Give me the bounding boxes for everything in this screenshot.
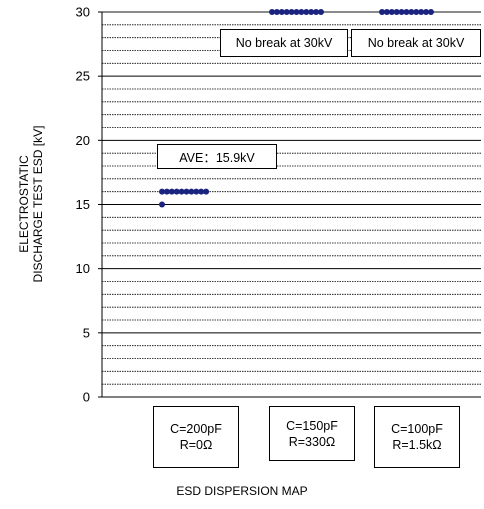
data-point xyxy=(168,188,175,195)
data-point xyxy=(428,9,434,15)
y-tick-label: 10 xyxy=(76,261,90,276)
data-point xyxy=(313,9,320,15)
data-point xyxy=(383,9,390,15)
data-point xyxy=(173,188,180,195)
y-tick-label: 15 xyxy=(76,197,90,212)
y-axis-label-line1: ELECTROSTATIC xyxy=(17,155,31,253)
y-axis-label-line2: DISCHARGE TEST ESD [kV] xyxy=(31,126,45,283)
data-point xyxy=(298,9,305,15)
data-point xyxy=(183,188,190,195)
data-point xyxy=(163,188,170,195)
data-point xyxy=(198,188,205,195)
data-point xyxy=(188,188,195,195)
data-point xyxy=(379,9,385,15)
data-point xyxy=(159,201,165,208)
data-point xyxy=(273,9,280,15)
data-point xyxy=(193,188,200,195)
data-point xyxy=(403,9,410,15)
data-point xyxy=(203,188,210,195)
category-box-150pf: C=150pF R=330Ω xyxy=(269,406,355,461)
data-point xyxy=(303,9,310,15)
data-point xyxy=(278,9,285,15)
y-tick-label: 5 xyxy=(83,325,90,340)
category-box-200pf: C=200pF R=0Ω xyxy=(153,406,239,468)
category-label-200pf-resistance: R=0Ω xyxy=(179,438,213,452)
category-label-100pf-capacitance: C=100pF xyxy=(391,422,443,436)
data-point xyxy=(308,9,315,15)
data-point xyxy=(293,9,300,15)
annotation-ave: AVE：15.9kV xyxy=(157,144,277,169)
category-box-100pf: C=100pF R=1.5kΩ xyxy=(374,406,460,468)
data-point xyxy=(318,9,324,15)
y-tick-label: 0 xyxy=(83,390,90,405)
data-point xyxy=(283,9,290,15)
data-point xyxy=(388,9,395,15)
y-axis xyxy=(98,11,481,398)
category-label-150pf-capacitance: C=150pF xyxy=(286,418,338,433)
data-point xyxy=(393,9,400,15)
category-label-150pf-resistance: R=330Ω xyxy=(288,434,336,449)
grid-lines xyxy=(102,11,481,385)
annotation-no-break-100pf: No break at 30kV xyxy=(351,29,481,57)
category-label-100pf-resistance: R=1.5kΩ xyxy=(392,438,442,452)
data-point xyxy=(408,9,415,15)
data-point xyxy=(269,9,275,15)
data-point xyxy=(423,9,430,15)
data-point xyxy=(413,9,420,15)
data-point xyxy=(398,9,405,15)
y-tick-label: 30 xyxy=(76,5,90,20)
data-point xyxy=(418,9,425,15)
y-tick-label: 20 xyxy=(76,133,90,148)
annotation-no-break-150pf: No break at 30kV xyxy=(220,29,348,57)
data-points xyxy=(159,9,434,208)
x-axis-label: ESD DISPERSION MAP xyxy=(176,484,308,498)
data-point xyxy=(288,9,295,15)
data-point xyxy=(178,188,185,195)
y-tick-label: 25 xyxy=(76,69,90,84)
y-tick-labels: 0 5 10 15 20 25 30 xyxy=(76,5,90,405)
category-label-200pf-capacitance: C=200pF xyxy=(170,422,222,436)
data-point xyxy=(159,188,165,195)
